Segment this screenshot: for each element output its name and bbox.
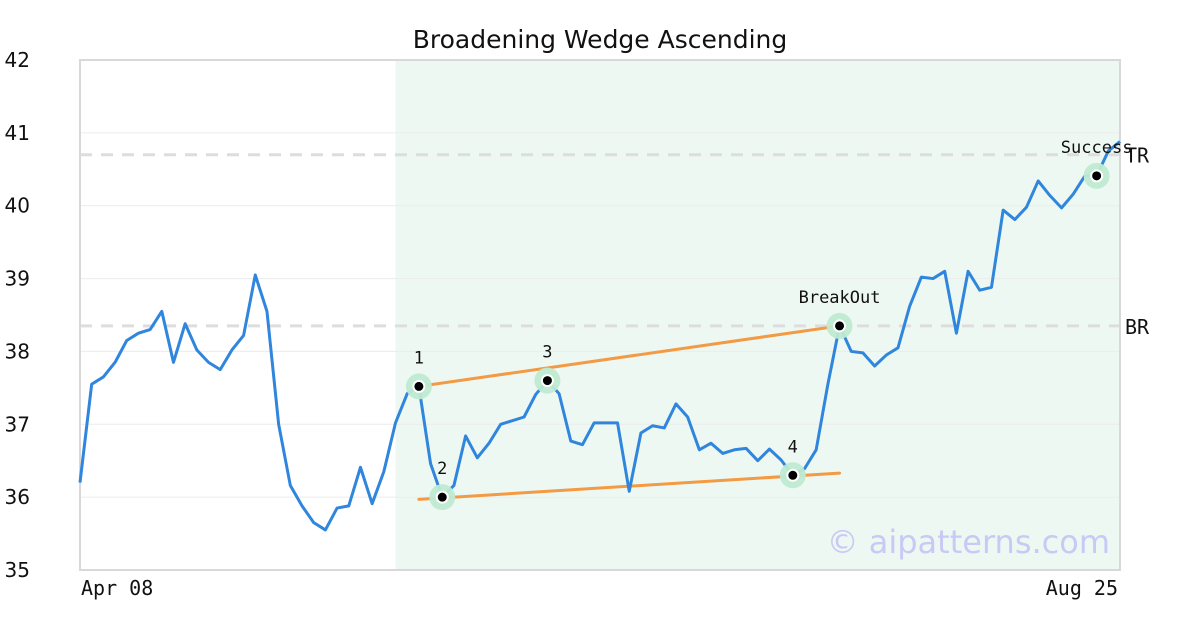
pattern-points: 1 2 3 4 BreakOut Success <box>405 138 1133 511</box>
point-label: 3 <box>542 343 552 363</box>
point-marker <box>540 374 554 388</box>
y-tick-label: 40 <box>5 194 30 218</box>
price-series-line <box>78 140 1121 532</box>
y-tick-label: 38 <box>5 339 30 363</box>
point-marker <box>412 379 426 393</box>
x-tick-end: Aug 25 <box>1046 576 1118 600</box>
level-label-tr: TR <box>1125 144 1150 168</box>
y-tick-label: 42 <box>5 48 30 72</box>
y-tick-label: 36 <box>5 485 30 509</box>
chart-title: Broadening Wedge Ascending <box>413 25 788 54</box>
point-marker <box>1090 169 1104 183</box>
y-tick-label: 35 <box>5 558 30 582</box>
level-label-br: BR <box>1125 315 1150 339</box>
level-lines: TR BR <box>80 144 1150 339</box>
point-label: 4 <box>788 437 798 457</box>
pattern-zone <box>395 60 1120 570</box>
trendline <box>417 324 842 388</box>
x-tick-start: Apr 08 <box>81 576 153 600</box>
point-label: 2 <box>437 459 447 479</box>
y-tick-label: 41 <box>5 121 30 145</box>
y-axis-ticks: 35 36 37 38 39 40 41 42 <box>5 48 30 582</box>
watermark-text: © aipatterns.com <box>827 523 1110 561</box>
y-tick-label: 39 <box>5 267 30 291</box>
plot-frame <box>79 59 1121 571</box>
point-marker <box>435 490 449 504</box>
point-label: 1 <box>414 348 424 368</box>
point-label: Success <box>1061 138 1133 158</box>
y-tick-label: 37 <box>5 412 30 436</box>
point-label: BreakOut <box>799 288 881 308</box>
point-marker <box>833 319 847 333</box>
point-marker <box>786 468 800 482</box>
